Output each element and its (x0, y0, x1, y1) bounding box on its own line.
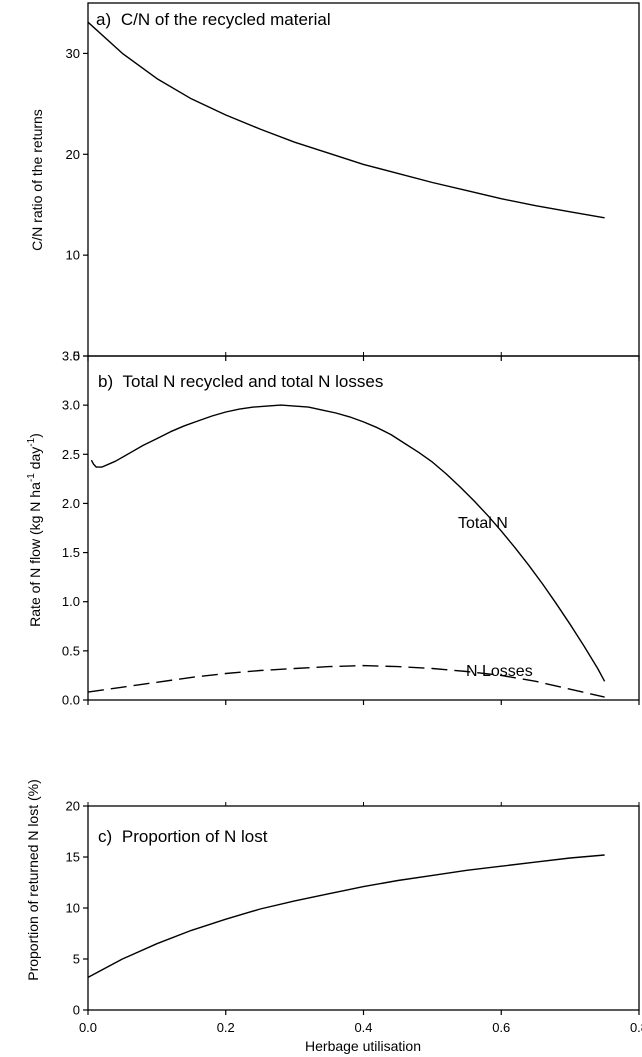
series-line-c-0 (87, 854, 605, 979)
series-label-total-n: Total N (458, 515, 508, 532)
x-axis-title: Herbage utilisation (305, 1038, 421, 1054)
panel-c-y-axis-title: Proportion of returned N lost (%) (25, 779, 41, 981)
panel-b-title: b) Total N recycled and total N losses (98, 372, 383, 391)
x-tick-label: 0.6 (492, 1020, 510, 1035)
panel-c-series (87, 854, 605, 979)
panel-b-y-axis-title: Rate of N flow (kg N ha-1 day-1) (26, 433, 43, 627)
panel-c-label: c) (98, 827, 112, 846)
panel-a-axis-ticks: 0 10 20 30 (66, 46, 640, 364)
y-tick-label-c: 20 (66, 799, 80, 814)
y-tick-label-b: 0.0 (62, 693, 80, 708)
y-tick-label-b: 1.5 (62, 545, 80, 560)
y-tick-label-a: 30 (66, 46, 80, 61)
panel-b-frame (87, 355, 640, 701)
y-tick-label-b: 0.5 (62, 643, 80, 658)
panel-b-title-text: Total N recycled and total N losses (123, 372, 384, 391)
panel-c: c) Proportion of N lost Proportion of re… (25, 779, 642, 1054)
panel-b-y-axis-title-part: ) (27, 433, 43, 438)
panel-c-axis-ticks: 0 5 10 15 20 0.0 0.2 0.4 0.6 0.8 (66, 799, 642, 1036)
y-tick-label-b: 1.0 (62, 594, 80, 609)
x-tick-label: 0.8 (630, 1020, 642, 1035)
panel-a-frame (87, 2, 640, 357)
y-tick-label-a: 20 (66, 147, 80, 162)
series-line-n-losses (87, 664, 605, 698)
y-tick-label-c: 5 (73, 952, 80, 967)
panel-a-title: a) C/N of the recycled material (96, 10, 331, 29)
y-tick-label-b: 3.0 (62, 398, 80, 413)
x-tick-label: 0.2 (217, 1020, 235, 1035)
panel-b-y-axis-title-part: Rate of N flow (kg N ha (27, 482, 43, 627)
y-tick-label-b: 3.5 (62, 349, 80, 364)
panel-a-title-text: C/N of the recycled material (121, 10, 331, 29)
panel-b-label: b) (98, 372, 113, 391)
y-tick-label-a: 0 (73, 349, 80, 364)
panel-a: a) C/N of the recycled material C/N rati… (29, 2, 640, 364)
panel-b-axis-ticks: 0.0 0.5 1.0 1.5 2.0 2.5 3.0 3.5 (62, 349, 640, 708)
panel-b-y-axis-title-part: day (27, 447, 43, 473)
panel-b-y-axis-title-superscript: -1 (26, 437, 37, 446)
panel-b-y-axis-title-superscript: -1 (26, 473, 37, 482)
x-tick-label: 0.0 (79, 1020, 97, 1035)
panel-c-title-text: Proportion of N lost (122, 827, 268, 846)
panel-a-y-axis-title: C/N ratio of the returns (29, 109, 45, 251)
y-tick-label-b: 2.5 (62, 447, 80, 462)
panel-b-series (87, 404, 606, 698)
panel-c-title: c) Proportion of N lost (98, 827, 268, 846)
series-line-total-n (90, 404, 606, 682)
y-tick-label-b: 2.0 (62, 496, 80, 511)
x-tick-label: 0.4 (354, 1020, 372, 1035)
panel-a-label: a) (96, 10, 111, 29)
series-line-a-0 (87, 21, 605, 219)
y-tick-label-c: 15 (66, 850, 80, 865)
y-tick-label-c: 10 (66, 901, 80, 916)
panel-a-series (87, 21, 605, 219)
y-tick-label-c: 0 (73, 1003, 80, 1018)
y-tick-label-a: 10 (66, 248, 80, 263)
panel-b: b) Total N recycled and total N losses R… (26, 349, 640, 708)
series-label-n-losses: N Losses (466, 663, 533, 680)
